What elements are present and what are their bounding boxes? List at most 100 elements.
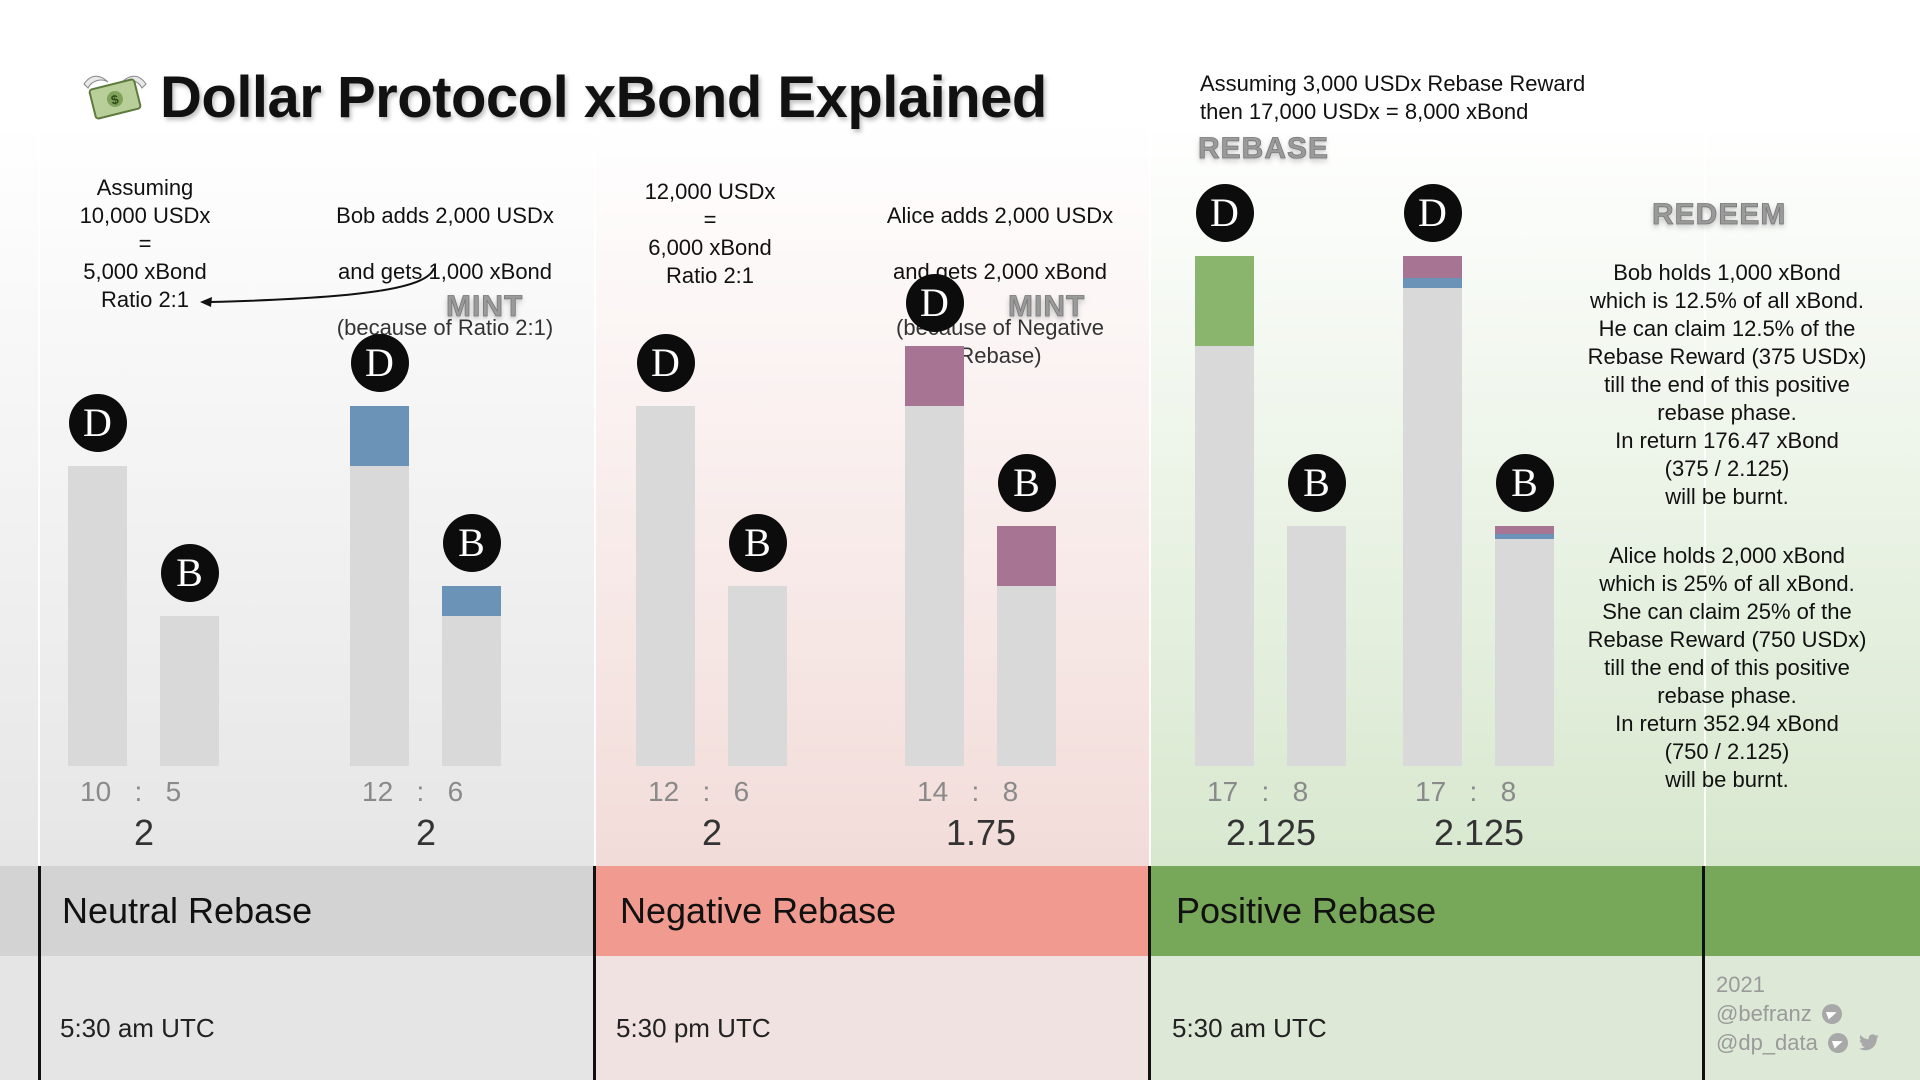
phase-neutral-condition: 12h TWAP USDx > $0.99 and < $1.01	[60, 1076, 499, 1080]
zone-line	[594, 0, 596, 866]
alice-adds-line-1: Alice adds 2,000 USDx	[886, 203, 1114, 228]
ratio-usdx: 10	[80, 776, 112, 807]
phase-positive-condition: 12h TWAP USDx >= $1.01	[1172, 1076, 1481, 1080]
redeem-segment	[1495, 534, 1554, 539]
assumption-negative-label: 12,000 USDx = 6,000 xBond Ratio 2:1	[644, 179, 776, 288]
ratio-xbond: 5	[165, 776, 182, 807]
ratio-sep: :	[679, 776, 734, 807]
credit-year: 2021	[1716, 970, 1880, 999]
usdx-bar	[1195, 256, 1254, 766]
negative-band	[594, 866, 1149, 956]
arrow-icon	[200, 267, 435, 307]
bob-adds-line-1: Bob adds 2,000 USDx	[336, 203, 554, 228]
xbond-bar	[728, 586, 787, 766]
redeem-segment	[1403, 256, 1462, 278]
ratio-xbond: 8	[1002, 776, 1019, 807]
phase-divider	[1148, 866, 1151, 1080]
ratio-usdx: 12	[362, 776, 394, 807]
dollar-badge: D	[1195, 184, 1254, 242]
bond-badge: B	[728, 514, 787, 572]
xbond-bar	[997, 526, 1056, 766]
bond-badge: B	[442, 514, 501, 572]
positive-band	[1149, 866, 1920, 956]
ratio-sep: :	[948, 776, 1003, 807]
dollar-badge: D	[68, 394, 127, 452]
bob-adds-line-2: and gets 1,000 xBond	[337, 259, 553, 284]
ratio-xbond: 6	[447, 776, 464, 807]
bond-badge: B	[1495, 454, 1554, 512]
bob-adds-label: Bob adds 2,000 USDx and gets 1,000 xBond…	[320, 174, 570, 370]
svg-text:$: $	[109, 91, 120, 107]
phase-divider	[593, 866, 596, 1080]
credits: 2021 @befranz @dp_data	[1716, 970, 1880, 1057]
usdx-bar	[1403, 256, 1462, 766]
bond-badge: B	[1287, 454, 1346, 512]
phase-positive-time: 5:30 am UTC	[1172, 1013, 1327, 1043]
usdx-bar	[905, 346, 964, 766]
dollar-badge: D	[350, 334, 409, 392]
ratio-usdx: 17	[1207, 776, 1239, 807]
usdx-bar	[636, 406, 695, 766]
phase-neutral-info: 5:30 am UTC 12h TWAP USDx > $0.99 and < …	[60, 980, 499, 1080]
dollar-badge: D	[636, 334, 695, 392]
ratio-values: 14 : 8	[917, 776, 1018, 808]
credit-befranz[interactable]: @befranz	[1716, 999, 1880, 1028]
redeem-bob-label: Bob holds 1,000 xBond which is 12.5% of …	[1587, 260, 1867, 509]
ratio-xbond: 6	[733, 776, 750, 807]
page-title: Dollar Protocol xBond Explained	[160, 65, 1047, 130]
dollar-badge: D	[905, 274, 964, 332]
xbond-bar	[1495, 526, 1554, 766]
dollar-badge: D	[1403, 184, 1462, 242]
credit-dp-data[interactable]: @dp_data	[1716, 1028, 1880, 1057]
usdx-bar	[350, 406, 409, 766]
ratio-result: 2	[701, 812, 723, 853]
positive-footer	[1149, 956, 1920, 1080]
credit-handle-1[interactable]: @befranz	[1716, 1001, 1812, 1026]
credit-year-text: 2021	[1716, 972, 1765, 997]
twitter-icon[interactable]	[1858, 1033, 1880, 1052]
rebase-stamp: REBASE	[1198, 132, 1330, 166]
alice-adds-line-3: (because of Negative Rebase)	[896, 315, 1104, 368]
mint-stamp: MINT	[1008, 290, 1086, 324]
neutral-footer	[0, 956, 594, 1080]
phase-positive-info: 5:30 am UTC 12h TWAP USDx >= $1.01	[1172, 980, 1481, 1080]
zone-line	[38, 0, 40, 866]
phase-negative-name: Negative Rebase	[620, 890, 897, 931]
usdx-added-segment	[350, 406, 409, 466]
alice-adds-label: Alice adds 2,000 USDx and gets 2,000 xBo…	[852, 174, 1148, 398]
zone-line	[1704, 0, 1706, 866]
rebase-assumption-label: Assuming 3,000 USDx Rebase Reward then 1…	[1200, 71, 1586, 124]
telegram-icon[interactable]	[1821, 1003, 1842, 1024]
ratio-sep: :	[1446, 776, 1501, 807]
redeem-segment	[1495, 526, 1554, 534]
xbond-added-segment	[442, 586, 501, 616]
ratio-usdx: 17	[1415, 776, 1447, 807]
ratio-result: 2.125	[1433, 812, 1525, 853]
telegram-icon[interactable]	[1827, 1032, 1848, 1053]
ratio-values: 12 : 6	[648, 776, 749, 808]
xbond-added-segment	[997, 526, 1056, 586]
ratio-usdx: 12	[648, 776, 680, 807]
usdx-bar	[68, 466, 127, 766]
phase-divider	[38, 866, 41, 1080]
phase-neutral-time: 5:30 am UTC	[60, 1013, 215, 1043]
ratio-values: 10 : 5	[80, 776, 181, 808]
ratio-result: 1.75	[945, 812, 1017, 853]
usdx-added-segment	[1195, 256, 1254, 346]
bob-adds-line-3: (because of Ratio 2:1)	[336, 315, 554, 340]
ratio-values: 17 : 8	[1207, 776, 1308, 808]
credit-handle-2[interactable]: @dp_data	[1716, 1030, 1818, 1055]
ratio-values: 17 : 8	[1415, 776, 1516, 808]
phase-divider	[1702, 866, 1705, 1080]
phase-negative-time: 5:30 pm UTC	[616, 1013, 771, 1043]
bond-badge: B	[997, 454, 1056, 512]
alice-adds-line-2: and gets 2,000 xBond	[892, 259, 1108, 284]
ratio-xbond: 8	[1292, 776, 1309, 807]
ratio-result: 2	[415, 812, 437, 853]
phase-negative-condition: 12h TWAP USDx <= $0.99	[616, 1076, 925, 1080]
ratio-values: 12 : 6	[362, 776, 463, 808]
redeem-alice-label: Alice holds 2,000 xBond which is 25% of …	[1587, 543, 1867, 792]
xbond-bar	[160, 616, 219, 766]
assumption-neutral-label: Assuming 10,000 USDx = 5,000 xBond Ratio…	[79, 175, 211, 312]
ratio-xbond: 8	[1500, 776, 1517, 807]
